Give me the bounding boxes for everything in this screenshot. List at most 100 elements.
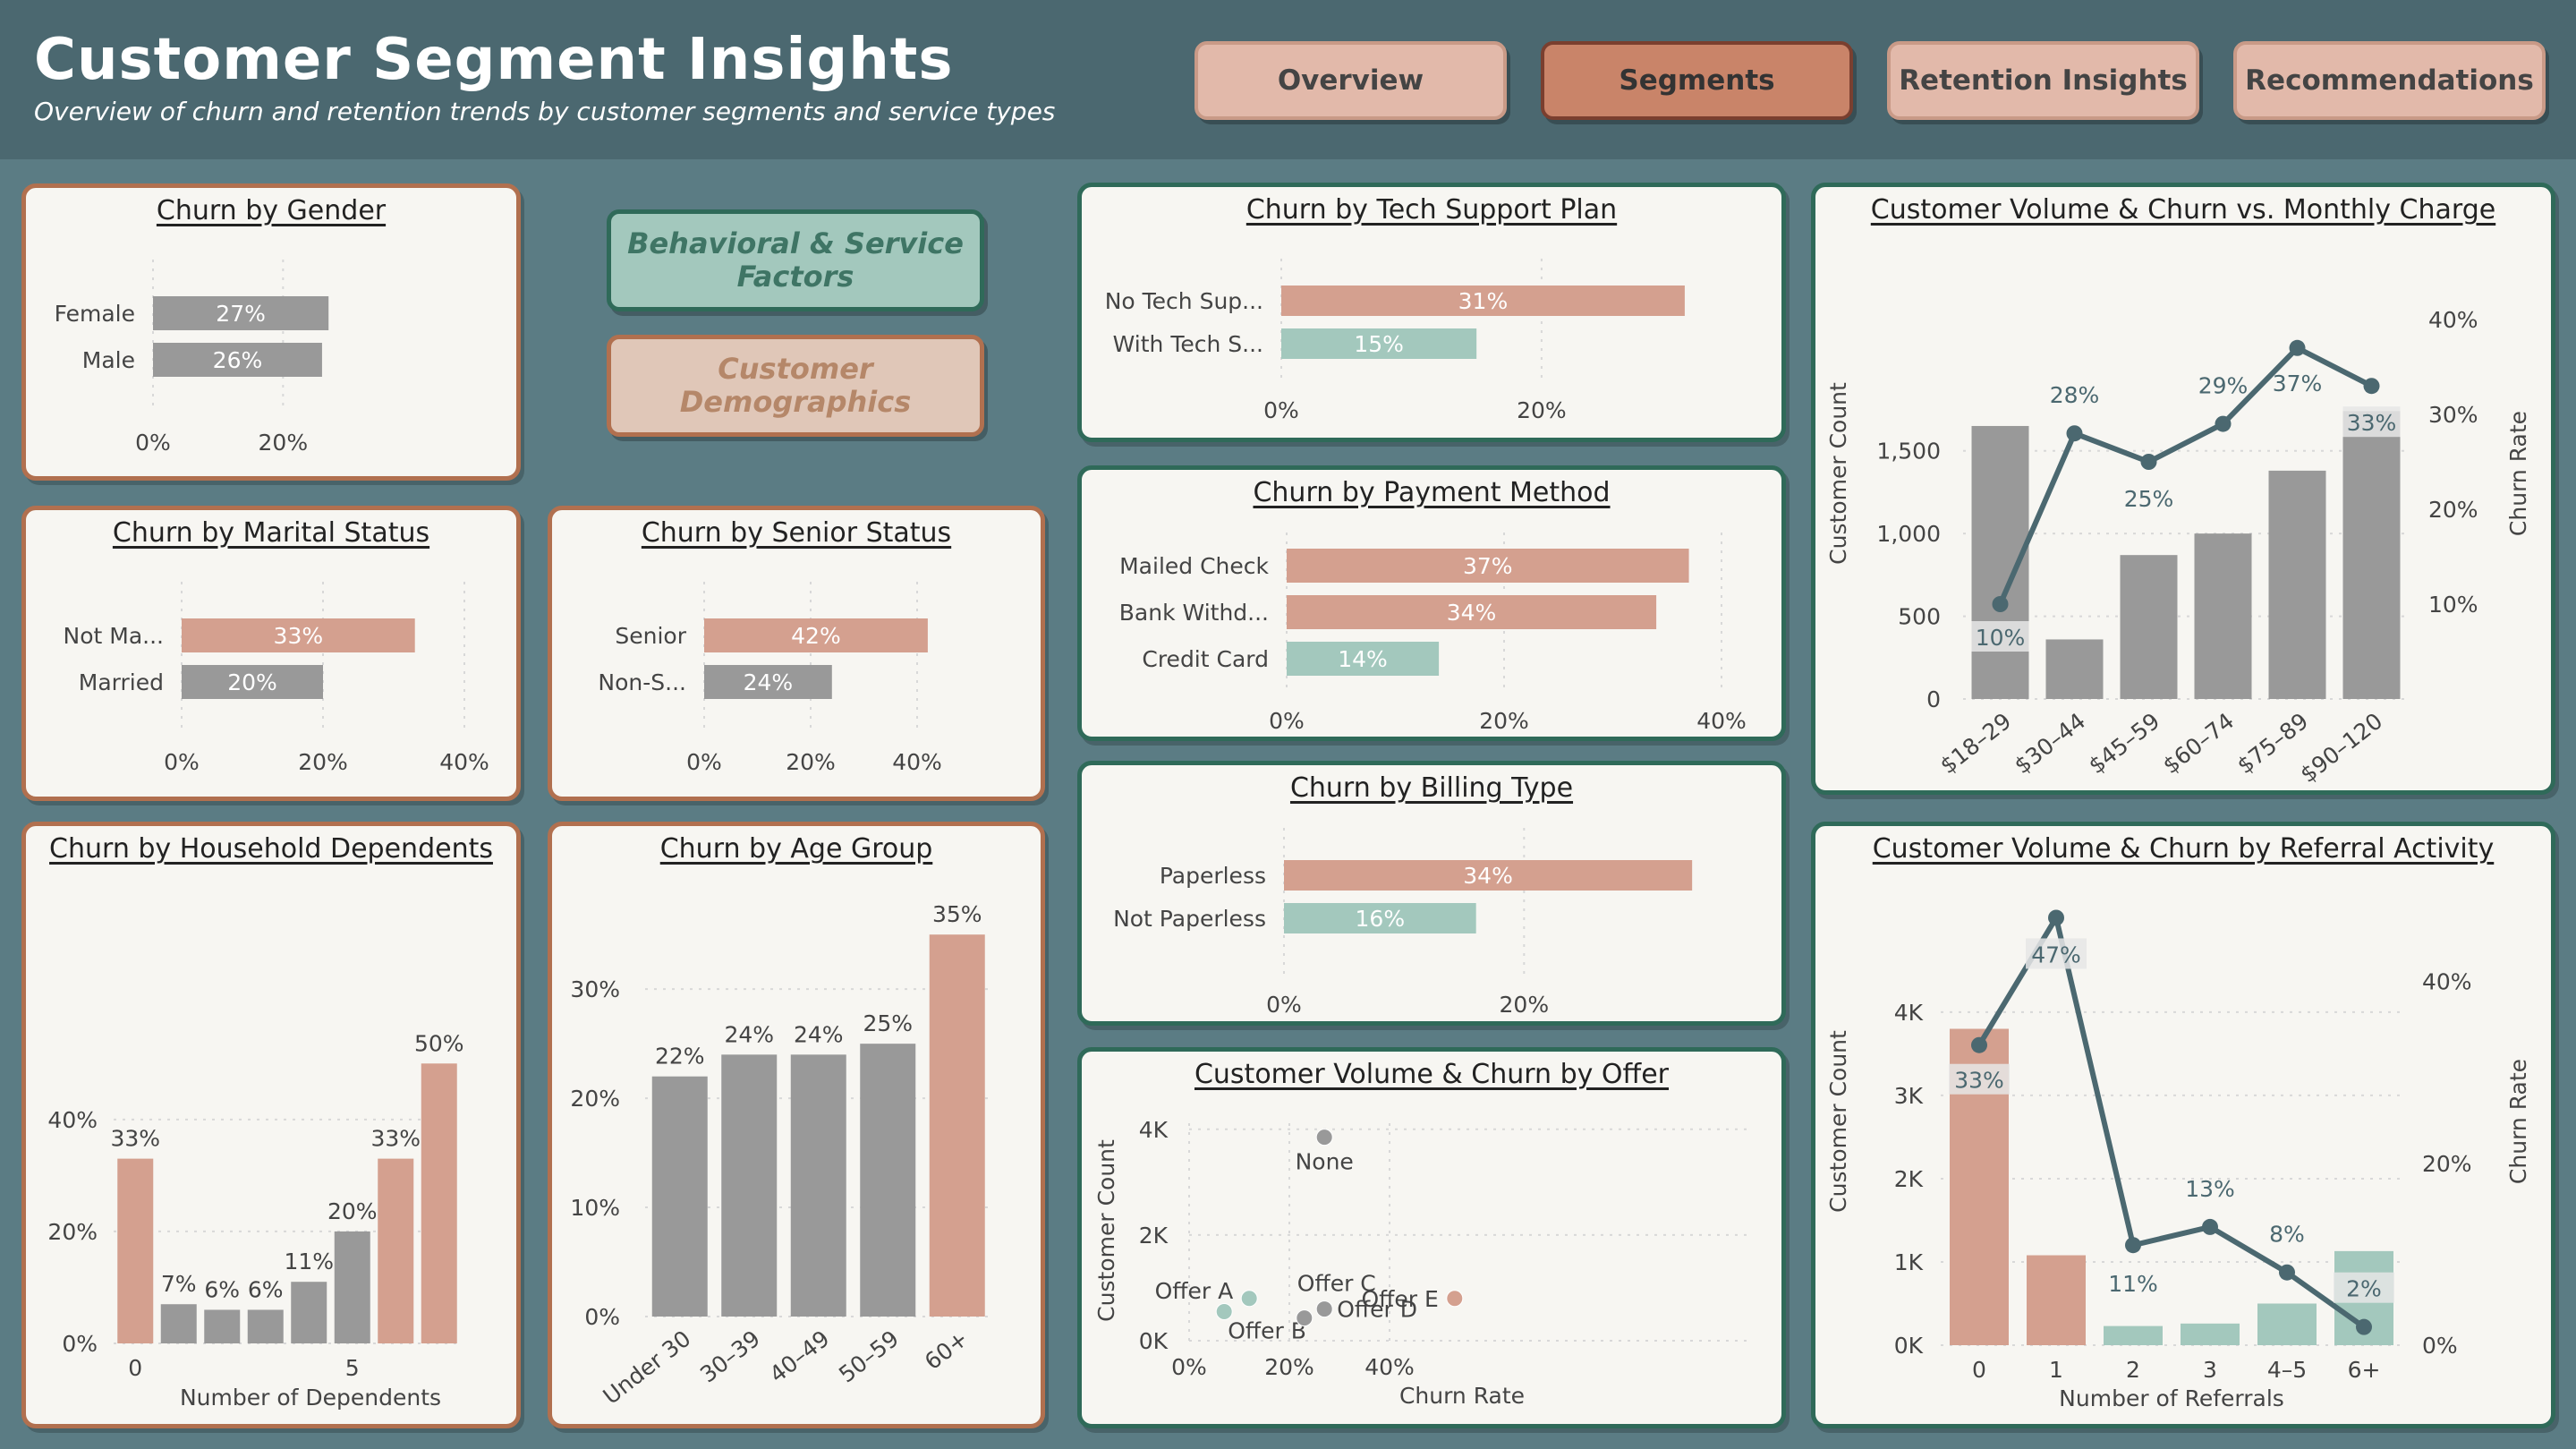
bar: [651, 1076, 708, 1317]
y-tick-label: 0: [1926, 686, 1941, 712]
data-label: 33%: [274, 623, 324, 649]
data-label: 29%: [2198, 373, 2249, 399]
data-label: 25%: [2124, 486, 2174, 512]
chart-svg: 0% 20% Female 27% Male 26%: [55, 260, 329, 456]
scatter-point: [1446, 1290, 1464, 1308]
scatter-point: [1240, 1290, 1258, 1308]
volume-churn-by-referral-panel: Customer Volume & Churn by Referral Acti…: [1811, 822, 2555, 1428]
y2-tick-label: 10%: [2428, 592, 2478, 618]
bar: [160, 1304, 197, 1343]
line-point: [2140, 454, 2157, 470]
bar: [204, 1309, 241, 1343]
y2-tick-label: 0%: [2422, 1333, 2458, 1359]
data-label-bg: [2026, 938, 2087, 969]
y-axis-title: Customer Count: [1825, 1030, 1851, 1213]
churn-by-gender-panel: Churn by Gender 0% 20% Female 27% Male 26%: [21, 183, 521, 481]
chart-svg: 0% 10% 20% 30% 22% Under 30 24% 30–39 24% 40–49 25…: [570, 901, 992, 1410]
scatter-point: [1315, 1300, 1333, 1318]
x-tick-label: 20%: [1479, 708, 1529, 734]
x-tick-label: 60+: [920, 1325, 973, 1375]
data-label: 47%: [2031, 942, 2081, 967]
button-label-line: Factors: [736, 260, 854, 294]
data-label: 24%: [744, 669, 794, 695]
data-label: 20%: [227, 669, 277, 695]
panel-title: Churn by Payment Method: [1253, 477, 1611, 508]
x-tick-label: 0%: [1171, 1354, 1207, 1380]
x-tick-label: 0%: [1263, 397, 1299, 423]
data-label: 33%: [110, 1126, 160, 1152]
y-tick-label: 2K: [1139, 1223, 1169, 1249]
behavioral-service-factors-button[interactable]: Behavioral & Service Factors: [607, 209, 984, 311]
category-label: With Tech S...: [1113, 331, 1263, 357]
scatter-point: [1315, 1129, 1333, 1146]
volume-churn-vs-monthly-charge-panel: Customer Volume & Churn vs. Monthly Char…: [1811, 183, 2555, 795]
x-tick-label: 40–49: [765, 1325, 835, 1388]
bar: [421, 1063, 457, 1343]
x-tick-label: 40%: [439, 749, 489, 775]
point-label: Offer A: [1155, 1278, 1234, 1304]
line-point: [2048, 909, 2064, 926]
customer-demographics-button[interactable]: Customer Demographics: [607, 335, 984, 437]
line-point: [2356, 1318, 2372, 1335]
y-tick-label: 30%: [570, 976, 620, 1002]
bar: [2342, 411, 2401, 699]
churn-by-dependents-panel: Churn by Household Dependents 0% 20% 40% 33…: [21, 822, 521, 1428]
panel-title: Customer Volume & Churn by Referral Acti…: [1872, 833, 2495, 865]
nav-segments-button[interactable]: Segments: [1541, 41, 1853, 120]
point-label: Offer B: [1228, 1318, 1306, 1344]
y-tick-label: 0%: [584, 1304, 620, 1330]
bar: [1287, 549, 1689, 583]
data-label: 7%: [161, 1271, 197, 1297]
data-label: 24%: [724, 1021, 774, 1047]
x-tick-label: 6+: [2348, 1357, 2381, 1383]
bar: [704, 665, 832, 699]
line-point: [1992, 596, 2009, 612]
x-axis-title: Number of Referrals: [2059, 1385, 2284, 1411]
x-tick-label: 20%: [786, 749, 836, 775]
point-label: Offer E: [1361, 1286, 1438, 1312]
line-point: [2289, 339, 2306, 356]
y2-tick-label: 30%: [2428, 402, 2478, 428]
bar: [334, 1231, 370, 1343]
x-tick-label: 0: [128, 1355, 142, 1381]
x-tick-label: 20%: [1500, 992, 1550, 1018]
nav-recommendations-button[interactable]: Recommendations: [2233, 41, 2546, 120]
data-label: 15%: [1354, 331, 1404, 357]
data-label: 37%: [1463, 553, 1513, 579]
data-label: 6%: [248, 1276, 284, 1302]
category-label: No Tech Sup...: [1105, 288, 1263, 314]
x-tick-label: $30–44: [2010, 708, 2090, 780]
data-label: 35%: [932, 901, 982, 927]
header-bar: Customer Segment Insights Overview of ch…: [0, 0, 2576, 159]
bar: [1281, 286, 1685, 316]
bar: [1284, 903, 1476, 933]
data-label: 31%: [1458, 288, 1509, 314]
y-tick-label: 1,500: [1876, 439, 1941, 465]
line-point: [1971, 1036, 1987, 1053]
bar: [1281, 328, 1477, 359]
chart-svg: 0 500 1,000 1,500 10% 20% 30% 40% $18–29$30–44$4…: [1825, 307, 2531, 788]
data-label: 27%: [216, 301, 266, 327]
x-tick-label: 20%: [1264, 1354, 1314, 1380]
y-tick-label: 40%: [47, 1107, 98, 1133]
category-label: Married: [79, 669, 164, 695]
nav-overview-button[interactable]: Overview: [1194, 41, 1507, 120]
bar: [1287, 595, 1657, 629]
line-point: [2279, 1264, 2295, 1281]
bar: [1287, 642, 1440, 676]
x-tick-label: 0%: [1266, 992, 1302, 1018]
data-label-bg: [2334, 1272, 2394, 1303]
x-tick-label: 50–59: [834, 1325, 904, 1388]
line-point: [2363, 378, 2380, 395]
y-tick-label: 1K: [1894, 1249, 1924, 1275]
bar: [247, 1309, 284, 1343]
x-tick-label: $60–74: [2158, 708, 2239, 780]
bar: [2268, 470, 2326, 699]
data-label: 11%: [284, 1249, 334, 1274]
bar: [291, 1282, 327, 1343]
data-label: 37%: [2273, 371, 2323, 396]
x-tick-label: $90–120: [2295, 708, 2387, 788]
nav-retention-insights-button[interactable]: Retention Insights: [1887, 41, 2199, 120]
y-tick-label: 20%: [570, 1086, 620, 1112]
data-label: 14%: [1338, 646, 1388, 672]
